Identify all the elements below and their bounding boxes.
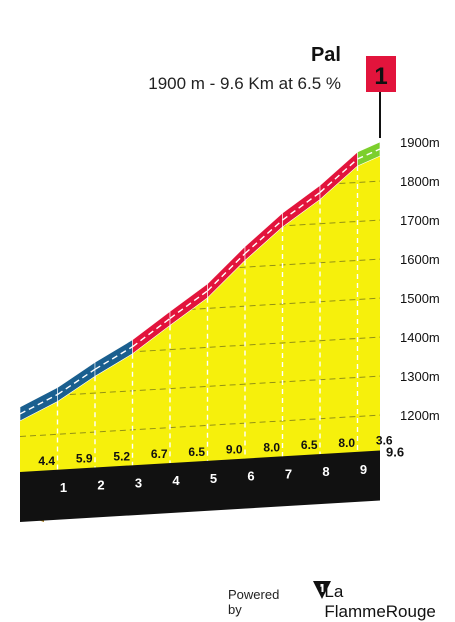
- gradient-label: 5.9: [76, 452, 93, 466]
- km-label: 2: [97, 478, 104, 493]
- gradient-label: 8.0: [338, 436, 355, 450]
- summit-flag: 1: [366, 56, 396, 138]
- end-km-label: 9.6: [386, 445, 404, 460]
- profile-area: [20, 142, 380, 472]
- km-label: 4: [172, 473, 180, 488]
- y-tick-label: 1300m: [400, 369, 440, 384]
- km-label: 5: [210, 471, 217, 486]
- gradient-label: 6.5: [188, 445, 205, 459]
- band-center-line: [244, 219, 283, 254]
- flag-label: 1: [374, 63, 387, 90]
- gradient-label: 6.7: [151, 447, 168, 461]
- climb-profile-chart: 1200m 1300m 1400m 1500m 1600m 1700m 1800m 1900m…: [19, 56, 440, 522]
- km-label: 1: [60, 480, 67, 495]
- band-center-line: [19, 393, 58, 415]
- gradient-band: [19, 141, 381, 422]
- band-center-line: [169, 290, 208, 319]
- gradient-label: 4.4: [38, 454, 55, 468]
- km-label: 3: [135, 475, 142, 490]
- profile-fill: [20, 142, 380, 472]
- flag-box: [366, 56, 396, 92]
- band-center-line: [319, 158, 358, 193]
- km-label: 7: [285, 466, 292, 481]
- y-tick-label: 1600m: [400, 252, 440, 267]
- y-tick-label: 1700m: [400, 213, 440, 228]
- y-tick-label: 1400m: [400, 330, 440, 345]
- band-center-line: [132, 317, 171, 348]
- gradient-label: 8.0: [263, 440, 280, 454]
- gradient-label: 5.2: [113, 449, 130, 463]
- y-tick-label: 1900m: [400, 135, 440, 150]
- grid-line: [20, 375, 380, 398]
- band-center-line: [207, 252, 246, 292]
- data-labels: 1200m 1300m 1400m 1500m 1600m 1700m 1800m 1900m…: [38, 135, 439, 495]
- band-center-line: [357, 148, 381, 160]
- climb-subtitle: 1900 m - 9.6 Km at 6.5 %: [148, 74, 341, 93]
- km-label: 9: [360, 462, 367, 477]
- gradient-label: 9.0: [226, 443, 243, 457]
- km-label: 8: [322, 464, 329, 479]
- profile-base-strip: [20, 448, 380, 522]
- footer: Powered by La FlammeRouge: [228, 581, 455, 622]
- band-center-line: [94, 346, 133, 370]
- brand-name: La FlammeRouge: [324, 582, 436, 621]
- band-center-line: [282, 191, 321, 221]
- y-tick-label: 1200m: [400, 408, 440, 423]
- flamme-rouge-logo-icon: [313, 581, 331, 599]
- y-tick-label: 1500m: [400, 291, 440, 306]
- km-label: 6: [247, 469, 254, 484]
- band-center-line: [57, 368, 96, 396]
- gradient-label: 3.6: [376, 434, 393, 448]
- gradient-label: 6.5: [301, 438, 318, 452]
- climb-title: Pal: [310, 44, 341, 66]
- powered-by-text: Powered by: [228, 587, 280, 617]
- y-tick-label: 1800m: [400, 174, 440, 189]
- grid-line: [20, 414, 380, 437]
